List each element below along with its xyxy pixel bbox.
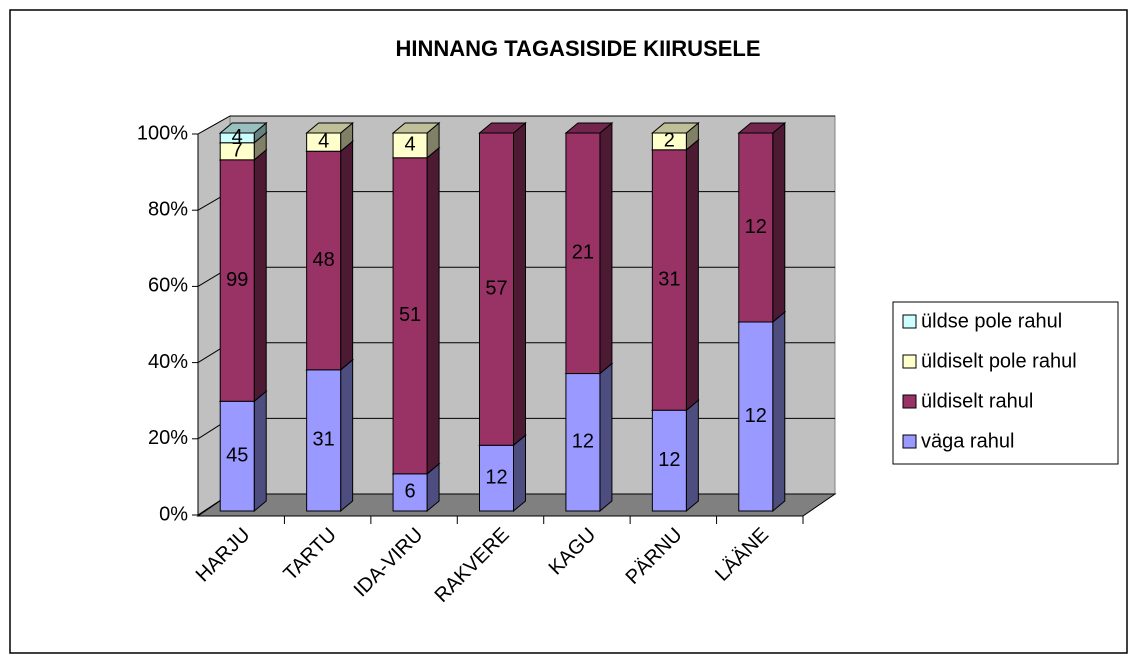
bar bbox=[306, 132, 342, 152]
bar-side bbox=[513, 434, 526, 513]
data-label: 2 bbox=[664, 130, 675, 152]
bar-side bbox=[599, 362, 613, 513]
data-label: 31 bbox=[658, 268, 680, 290]
bar bbox=[392, 473, 428, 512]
data-label: 12 bbox=[572, 431, 594, 453]
data-label: 4 bbox=[232, 126, 243, 148]
legend-label: üldse pole rahul bbox=[921, 310, 1062, 332]
data-label: 12 bbox=[658, 449, 680, 471]
bar bbox=[738, 132, 774, 323]
bar-side bbox=[685, 399, 699, 513]
data-label: 99 bbox=[226, 269, 248, 291]
data-label: 7 bbox=[232, 140, 243, 162]
bar bbox=[479, 132, 514, 446]
bar-side bbox=[253, 148, 267, 403]
legend-label: väga rahul bbox=[921, 430, 1014, 452]
bar bbox=[219, 159, 255, 402]
y-tick-label: 80% bbox=[148, 198, 188, 220]
bar-side bbox=[513, 121, 526, 447]
bar bbox=[738, 321, 774, 512]
data-label: 45 bbox=[226, 444, 248, 466]
bar-side bbox=[426, 146, 440, 475]
y-tick-label: 20% bbox=[148, 427, 188, 449]
y-tick-label: 40% bbox=[148, 351, 188, 373]
bar-side bbox=[685, 138, 699, 412]
bar bbox=[306, 369, 342, 512]
bar bbox=[392, 132, 428, 159]
data-label: 48 bbox=[313, 249, 335, 271]
legend-swatch bbox=[902, 394, 917, 409]
data-label: 31 bbox=[313, 429, 335, 451]
data-label: 6 bbox=[405, 481, 416, 503]
bar bbox=[219, 400, 255, 512]
bar-side bbox=[772, 310, 786, 513]
bar-side bbox=[340, 140, 354, 371]
legend-label: üldiselt pole rahul bbox=[921, 350, 1077, 372]
data-label: 12 bbox=[745, 405, 767, 427]
data-label: 57 bbox=[485, 277, 507, 299]
bar-side bbox=[772, 121, 786, 324]
data-label: 4 bbox=[318, 130, 329, 152]
bar bbox=[479, 444, 514, 512]
legend-label: üldiselt rahul bbox=[921, 390, 1033, 412]
bar-side bbox=[253, 390, 267, 513]
bar bbox=[219, 132, 255, 144]
bar-side bbox=[340, 358, 354, 513]
chart-title: HINNANG TAGASISIDE KIIRUSELE bbox=[395, 36, 760, 61]
data-label: 51 bbox=[399, 304, 421, 326]
grid-line bbox=[197, 115, 231, 135]
y-tick-label: 60% bbox=[148, 275, 188, 297]
y-tick-label: 0% bbox=[159, 503, 188, 525]
bar bbox=[651, 132, 687, 151]
data-label: 12 bbox=[745, 216, 767, 238]
data-label: 21 bbox=[572, 242, 594, 264]
legend bbox=[892, 301, 1119, 465]
legend-swatch bbox=[902, 354, 917, 369]
data-label: 4 bbox=[405, 134, 416, 156]
bar bbox=[306, 150, 342, 371]
legend-swatch bbox=[902, 434, 917, 449]
bar bbox=[565, 132, 601, 375]
data-label: 12 bbox=[485, 466, 507, 488]
legend-swatch bbox=[902, 314, 917, 329]
y-tick-label: 100% bbox=[137, 122, 188, 144]
bar-side bbox=[599, 121, 613, 375]
bar bbox=[651, 409, 687, 512]
bar bbox=[392, 157, 428, 475]
